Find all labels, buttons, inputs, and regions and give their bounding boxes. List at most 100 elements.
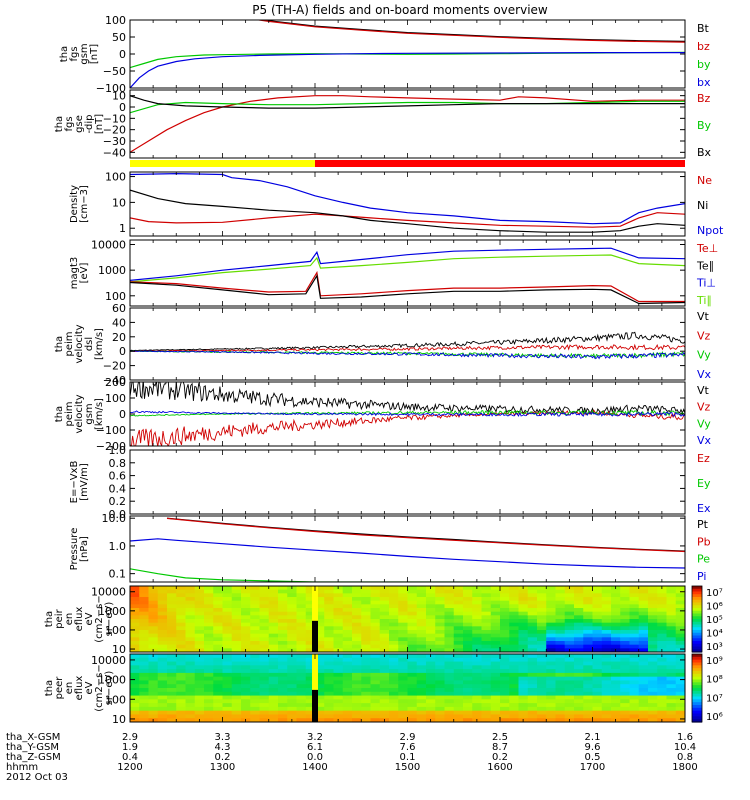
peer_spec-colorbar-cell	[692, 719, 702, 723]
peir_spec-cell	[472, 626, 483, 631]
peer_spec-colorbar-cell	[692, 679, 702, 683]
peir_spec-cell	[537, 615, 547, 620]
peir_spec-cell	[213, 600, 224, 605]
peir_spec-cell	[463, 589, 473, 594]
peer_spec-cell	[296, 695, 307, 700]
peir_spec-cell	[287, 615, 298, 620]
peir_spec-cell	[407, 641, 418, 646]
peir_spec-cell	[250, 637, 261, 642]
peer_spec-cell	[268, 710, 279, 716]
peer_spec-cell	[389, 657, 399, 663]
peer_spec-cell	[130, 691, 140, 697]
peir_spec-cell	[500, 615, 510, 620]
peir_spec-cell	[185, 622, 196, 627]
peim_vel_dsl-ylabel: tha peim velocity dsl [km/s]	[54, 324, 105, 363]
peer_spec-cell	[435, 710, 446, 716]
peir_spec-cell	[389, 622, 399, 627]
peir_spec-cell	[638, 619, 649, 624]
peir_spec-cell	[500, 589, 510, 594]
peer_spec-cell	[564, 657, 575, 663]
peer_spec-cell	[185, 676, 196, 682]
peir_spec-cell	[213, 597, 224, 602]
peir_spec-cell	[241, 589, 251, 594]
peer_spec-cell	[157, 703, 168, 708]
peir_spec-cell	[296, 644, 307, 649]
peir_spec-cell	[601, 648, 612, 652]
peir_spec-cell	[250, 586, 261, 591]
peer_spec-cell	[361, 706, 372, 712]
peer_spec-cell	[657, 703, 668, 708]
peer_spec-cell	[620, 657, 631, 663]
peim_vel_gsm-ylabel-line: gsm	[84, 403, 95, 424]
peer_spec-cell	[342, 695, 353, 700]
peir_spec-cell	[453, 608, 464, 613]
peir_spec-cell	[574, 586, 584, 591]
fgs_gse-y-tick-label: −10	[103, 112, 126, 125]
peer_spec-cell	[490, 706, 501, 712]
peer_spec-cell	[472, 672, 483, 678]
peer_spec-cell	[324, 676, 335, 682]
peir_spec-cell	[574, 622, 584, 627]
peir_spec-colorbar-label: 10⁶	[706, 602, 723, 613]
density-series-npot	[130, 172, 685, 225]
peir_spec-cell	[176, 586, 187, 591]
peer_spec-cell	[500, 688, 510, 693]
peer_spec-cell	[407, 688, 418, 693]
peir_spec-cell	[601, 608, 612, 613]
peer_spec-cell	[518, 703, 529, 708]
peer_spec-cell	[194, 684, 205, 689]
fgs_gsm-series-by	[130, 51, 685, 69]
x-tick-x: 2.9	[122, 732, 138, 743]
peer_spec-cell	[537, 710, 547, 716]
peir_spec-cell	[370, 633, 381, 638]
peir_spec-cell	[176, 608, 187, 613]
peir_spec-cell	[370, 615, 381, 620]
peer_spec-cell	[315, 654, 325, 659]
peer_spec-cell	[500, 695, 510, 700]
peer_spec-cell	[250, 661, 261, 666]
peir_spec-cell	[666, 648, 677, 652]
peer_spec-cell	[518, 676, 529, 682]
peir_spec-cell	[463, 586, 473, 591]
pressure-series-pt	[166, 517, 685, 552]
peer_spec-cell	[315, 710, 325, 716]
peir_spec-cell	[527, 641, 538, 646]
peer_spec-cell	[361, 710, 372, 716]
peer_spec-cell	[416, 684, 427, 689]
peir_spec-cell	[250, 608, 261, 613]
peir_spec-cell	[222, 630, 233, 635]
peir_spec-cell	[537, 611, 547, 616]
peer_spec-cell	[583, 699, 594, 704]
peir_spec-cell	[481, 615, 492, 620]
peir_spec-cell	[407, 586, 418, 591]
magt3-ylabel: magt3 [eV]	[69, 257, 90, 290]
peir_spec-cell	[666, 600, 677, 605]
peer_spec-cell	[204, 669, 214, 674]
fgs_gse-y-axis: 100−10−20−30−40	[103, 90, 686, 159]
peer_spec-cell	[657, 695, 668, 700]
peer_spec-cell	[657, 676, 668, 682]
peer_spec-cell	[139, 654, 150, 659]
peir_spec-cell	[333, 619, 344, 624]
pressure-ylabel-line: [nPa]	[79, 536, 90, 562]
peir_spec-cell	[416, 633, 427, 638]
peer_spec-cell	[481, 703, 492, 708]
peir_spec-cell	[250, 589, 261, 594]
magt3-series-group	[130, 247, 685, 305]
peir_spec-cell	[629, 637, 640, 642]
peir_spec-cell	[185, 641, 196, 646]
peir_spec-cell	[148, 604, 159, 609]
fgs_gse-series-by	[130, 100, 685, 114]
peer_spec-cell	[342, 654, 353, 659]
peer_spec-cell	[398, 669, 409, 674]
fgs_gsm-y-tick-label: −50	[103, 65, 126, 78]
peir_spec-cell	[629, 630, 640, 635]
peer_spec-cell	[675, 710, 685, 716]
peer_spec-cell	[426, 714, 436, 719]
peer_spec-cell	[472, 669, 483, 674]
peir_spec-cell	[315, 608, 325, 613]
peer_spec-cell	[333, 684, 344, 689]
peer_spec-cell	[194, 703, 205, 708]
peer_spec-cell	[509, 680, 520, 685]
